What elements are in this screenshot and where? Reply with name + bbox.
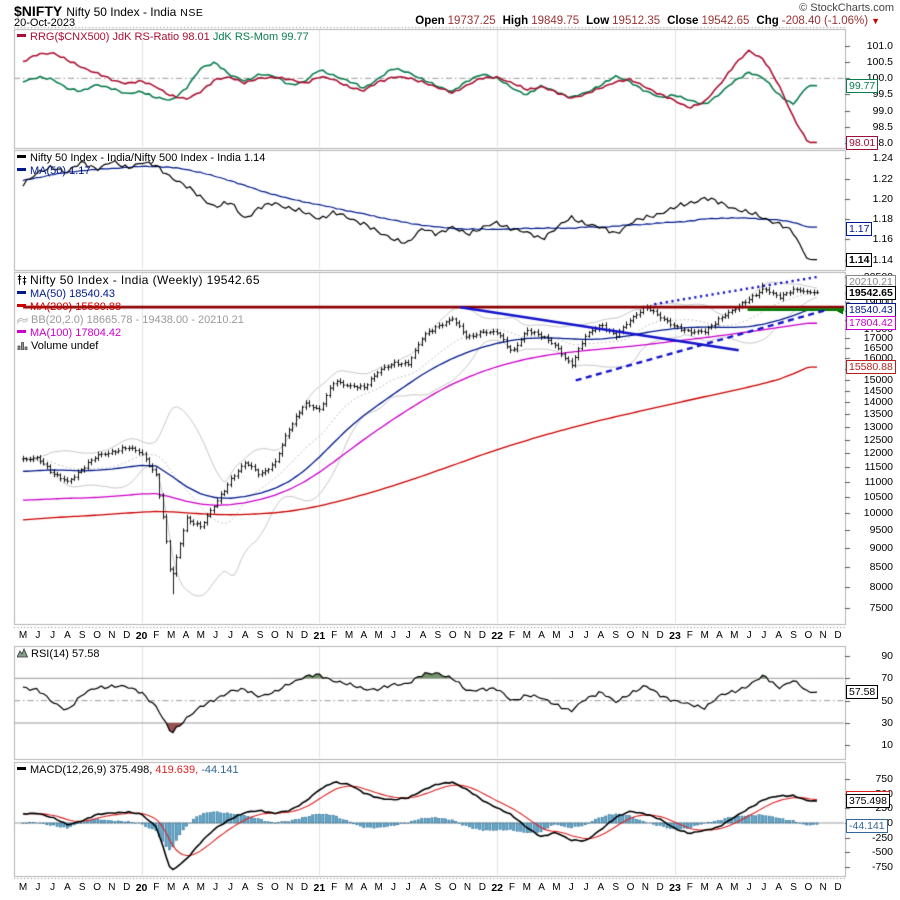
chart-canvas[interactable] — [0, 0, 900, 900]
stockcharts-page: $NIFTY Nifty 50 Index - India NSE 20-Oct-2… — [0, 0, 900, 900]
